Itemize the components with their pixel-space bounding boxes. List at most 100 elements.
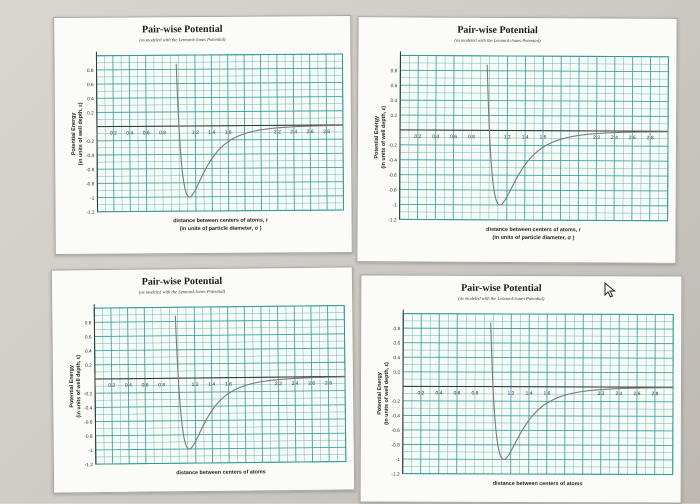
x-tick-label: 1.4: [208, 130, 215, 136]
y-axis-label: Potential Energy: [374, 116, 380, 159]
x-tick-label: 0.8: [158, 382, 165, 388]
y-tick-label: 0.2: [393, 370, 400, 376]
potential-curve: [486, 64, 669, 206]
x-tick-label: 2.6: [307, 129, 314, 135]
x-axis: [96, 124, 343, 128]
x-tick-label: 0.4: [432, 134, 439, 140]
y-axis-label: Potential Energy: [71, 113, 77, 156]
chart-subtitle: (as modeled with the Lennard-Jones Poten…: [139, 289, 226, 295]
worksheet-panel-top-left: Pair-wise Potential (as modeled with the …: [53, 14, 353, 256]
y-tick-label: 0.8: [87, 68, 94, 74]
y-tick-label: 0.6: [393, 341, 400, 347]
x-axis: [94, 375, 345, 380]
x-tick-label: 1.2: [504, 134, 511, 140]
x-tick-label: 1.6: [543, 391, 550, 397]
grid-lines: [399, 54, 669, 222]
y-tick-label: -1: [90, 196, 95, 202]
x-axis: [400, 129, 669, 132]
y-tick-label: -0.8: [86, 181, 95, 187]
x-tick-label: 2.8: [323, 129, 330, 135]
x-axis-label: distance between centers of atoms, r: [486, 227, 582, 234]
potential-curve: [175, 63, 343, 198]
x-tick-label: 2.2: [275, 381, 282, 387]
x-tick-label: 0.6: [453, 390, 460, 396]
x-tick-label: 1.4: [208, 382, 215, 388]
x-tick-label: 2.4: [290, 129, 297, 135]
y-axis: [402, 309, 404, 474]
x-tick-label: 2.4: [292, 381, 299, 387]
chart-title: Pair-wise Potential: [142, 276, 223, 288]
chart-subtitle: (as modeled with the Lennard-Jones Poten…: [454, 38, 541, 43]
y-axis: [95, 51, 99, 212]
x-tick-label: 2.8: [647, 135, 654, 141]
y-axis-label-units: (in units of well depth, ε): [384, 362, 390, 425]
y-tick-label: -0.4: [389, 158, 398, 164]
x-tick-label: 0.4: [126, 130, 133, 136]
x-tick-label: 1.2: [192, 130, 199, 136]
y-tick-label: -0.2: [84, 391, 93, 397]
y-tick-label: -0.8: [388, 188, 397, 194]
x-tick-label: 1.6: [225, 130, 232, 136]
y-axis-label: Potential Energy: [377, 372, 383, 415]
chart-title: Pair-wise Potential: [461, 283, 542, 294]
x-axis-label: distance between centers of atoms: [176, 469, 266, 476]
lj-potential-chart: Pair-wise Potential(as modeled with the …: [71, 24, 345, 233]
y-tick-label: 0.8: [391, 68, 398, 74]
x-tick-label: 2.6: [308, 381, 315, 387]
y-tick-label: 0.4: [87, 96, 94, 102]
x-tick-label: 0.2: [108, 383, 115, 389]
x-axis: [403, 385, 674, 388]
y-tick-label: -0.2: [392, 399, 401, 405]
x-axis-label: distance between centers of atoms: [493, 481, 583, 487]
lj-potential-chart: Pair-wise Potential(as modeled with the …: [69, 276, 347, 476]
x-tick-label: 1.4: [525, 391, 532, 397]
y-tick-label: 0.6: [391, 83, 398, 89]
potential-curve: [490, 322, 674, 460]
y-tick-label: -0.2: [86, 139, 95, 145]
x-tick-label: 0.2: [417, 390, 424, 396]
chart-subtitle: (as modeled with the Lennard-Jones Poten…: [139, 37, 226, 43]
y-tick-label: -1.2: [86, 210, 95, 216]
y-axis: [399, 51, 401, 220]
y-axis-label-units: (in units of well depth, ε): [78, 102, 84, 165]
chart-subtitle: (as modeled with the Lennard-Jones Poten…: [458, 296, 545, 301]
x-tick-label: 0.8: [471, 391, 478, 397]
x-tick-label: 0.2: [414, 134, 421, 140]
y-tick-label: -0.4: [392, 413, 401, 419]
chart-title: Pair-wise Potential: [142, 24, 223, 36]
x-axis-label-units: (in units of particle diameter, σ ): [180, 226, 262, 233]
y-tick-label: 0.4: [391, 98, 398, 104]
y-tick-label: -1.2: [85, 462, 94, 468]
y-axis-label-units: (in units of well depth, ε): [381, 106, 387, 169]
pointer-arrow-icon: [604, 282, 616, 298]
y-tick-label: -1: [88, 448, 93, 454]
worksheet-panel-top-right: Pair-wise Potential (as modeled with the …: [356, 16, 678, 264]
y-tick-label: -0.4: [84, 405, 93, 411]
lj-potential-chart: Pair-wise Potential (as modeled with the …: [377, 283, 674, 487]
grid-lines: [402, 313, 674, 475]
x-tick-label: 2.2: [274, 129, 281, 135]
y-axis-label: Potential Energy: [69, 365, 75, 408]
x-tick-label: 0.8: [468, 134, 475, 140]
x-tick-label: 1.4: [522, 135, 529, 141]
x-tick-label: 1.6: [539, 135, 546, 141]
x-tick-label: 1.2: [507, 391, 514, 397]
x-tick-label: 2.8: [651, 391, 658, 397]
y-tick-label: -0.2: [389, 143, 398, 149]
potential-curve: [174, 315, 345, 450]
x-tick-label: 2.6: [633, 391, 640, 397]
y-axis-label-units: (in units of well depth, ε): [76, 355, 83, 418]
y-tick-label: 0.2: [390, 113, 397, 119]
y-tick-label: -0.6: [84, 420, 93, 426]
y-tick-label: 0.6: [85, 335, 92, 341]
y-axis: [93, 304, 97, 465]
y-tick-label: -0.8: [392, 442, 401, 448]
worksheet-panel-bottom-right: Pair-wise Potential (as modeled with the …: [359, 274, 683, 504]
x-tick-label: 0.6: [143, 130, 150, 136]
x-tick-label: 0.4: [125, 383, 132, 389]
y-tick-label: -0.6: [392, 428, 401, 434]
x-tick-label: 0.6: [450, 134, 457, 140]
y-tick-label: 0.2: [87, 110, 94, 116]
y-tick-label: 0.4: [85, 349, 92, 355]
y-tick-label: 0.4: [393, 355, 400, 361]
